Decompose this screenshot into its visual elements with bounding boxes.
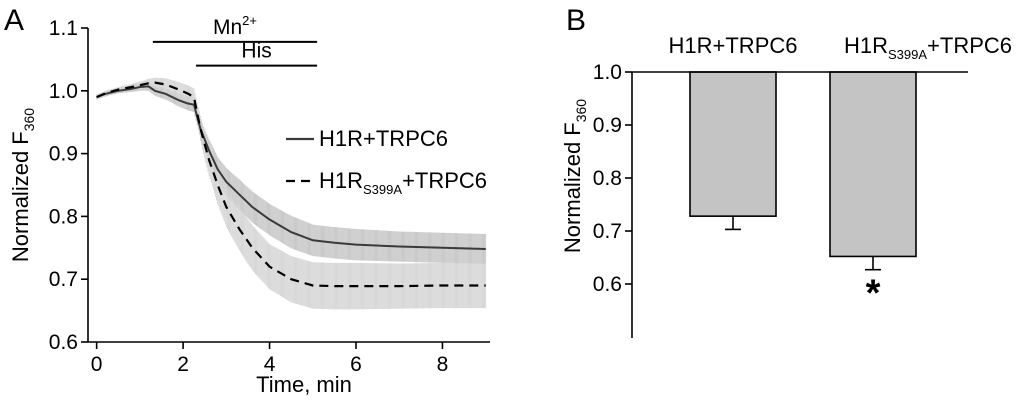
category-label: H1R+TRPC6 bbox=[669, 33, 798, 58]
x-axis-label: Time, min bbox=[256, 372, 352, 397]
bar bbox=[689, 71, 777, 217]
x-tick-label: 0 bbox=[91, 353, 103, 376]
y-tick-label: 1.0 bbox=[49, 80, 78, 103]
panel-b-letter: B bbox=[566, 4, 586, 37]
panel-b-category-labels: H1R+TRPC6 H1RS399A+TRPC6 bbox=[669, 33, 1013, 62]
bar bbox=[829, 71, 917, 258]
x-tick-label: 8 bbox=[437, 353, 449, 376]
y-tick-label: 0.7 bbox=[593, 220, 622, 243]
y-tick-label: 0.6 bbox=[49, 331, 78, 354]
series-line bbox=[96, 81, 486, 288]
x-tick-label: 6 bbox=[350, 353, 362, 376]
x-tick-label: 2 bbox=[177, 353, 189, 376]
y-tick-label: 0.8 bbox=[49, 205, 78, 228]
y-tick-label: 0.6 bbox=[593, 273, 622, 296]
legend-label: H1RS399A+TRPC6 bbox=[319, 168, 487, 197]
y-tick-label: 0.9 bbox=[49, 143, 78, 166]
significance-marker: * bbox=[866, 273, 881, 315]
y-tick-label: 0.8 bbox=[593, 167, 622, 190]
y-axis-label: Normalized F360 bbox=[560, 99, 589, 253]
series-error-band bbox=[96, 77, 487, 310]
panel-a-letter: A bbox=[4, 4, 24, 37]
stimulus-label: His bbox=[241, 40, 271, 63]
y-tick-label: 0.7 bbox=[49, 268, 78, 291]
panel-a-stimulus-bars: Mn2+His bbox=[152, 13, 318, 67]
y-tick-label: 1.0 bbox=[593, 61, 622, 84]
panel-a-axes: 0.6 0.7 0.8 0.9 1.0 1.1 0 2 4 6 8 Time, min Normaliz… bbox=[8, 17, 490, 397]
x-tick-label: 4 bbox=[264, 353, 276, 376]
legend-label: H1R+TRPC6 bbox=[319, 126, 448, 151]
panel-a-series-group bbox=[96, 77, 487, 310]
panel-b-bars-group: * bbox=[689, 71, 917, 315]
panel-a-line-chart: 0.6 0.7 0.8 0.9 1.0 1.1 0 2 4 6 8 Time, min Normaliz… bbox=[8, 13, 490, 397]
series-line bbox=[96, 85, 486, 251]
stimulus-label: Mn2+ bbox=[213, 13, 257, 39]
y-axis-label: Normalized F360 bbox=[8, 108, 37, 262]
category-label: H1RS399A+TRPC6 bbox=[844, 33, 1012, 62]
y-tick-label: 1.1 bbox=[49, 17, 78, 40]
panel-a-legend: H1R+TRPC6 H1RS399A+TRPC6 bbox=[286, 126, 487, 197]
y-tick-label: 0.9 bbox=[593, 114, 622, 137]
